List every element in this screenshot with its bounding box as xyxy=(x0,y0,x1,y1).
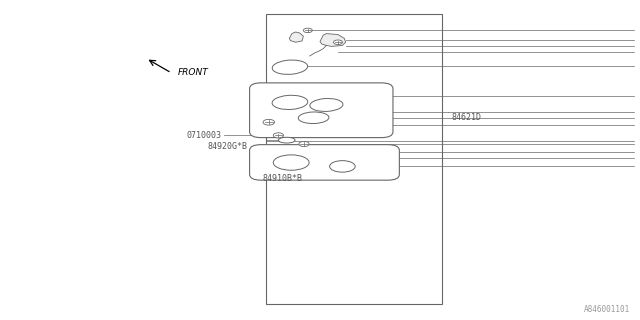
Text: 84910B*B: 84910B*B xyxy=(262,174,302,183)
Ellipse shape xyxy=(272,60,308,74)
Text: 0710003: 0710003 xyxy=(285,145,320,154)
Text: 84920G*B: 84920G*B xyxy=(208,142,248,151)
Bar xyxy=(266,14,442,304)
Ellipse shape xyxy=(278,137,295,143)
FancyBboxPatch shape xyxy=(250,83,393,138)
Ellipse shape xyxy=(272,95,308,109)
Circle shape xyxy=(333,40,342,44)
Ellipse shape xyxy=(310,99,343,111)
Circle shape xyxy=(263,119,275,125)
Text: A846001101: A846001101 xyxy=(584,305,630,314)
Circle shape xyxy=(299,141,309,147)
Polygon shape xyxy=(320,34,346,46)
Ellipse shape xyxy=(298,112,329,124)
Ellipse shape xyxy=(330,161,355,172)
Text: 0710003: 0710003 xyxy=(186,131,221,140)
FancyBboxPatch shape xyxy=(250,145,399,180)
Circle shape xyxy=(273,133,284,138)
Text: FRONT: FRONT xyxy=(178,68,209,77)
Circle shape xyxy=(303,28,312,33)
Ellipse shape xyxy=(273,155,309,170)
Text: 84621D: 84621D xyxy=(451,113,481,122)
Polygon shape xyxy=(289,32,303,42)
